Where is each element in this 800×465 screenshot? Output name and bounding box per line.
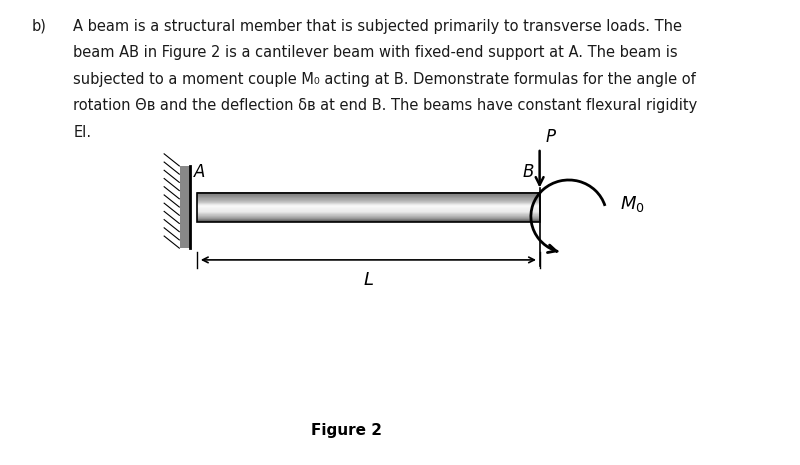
Text: B: B (522, 163, 534, 181)
Bar (198, 196, 540, 197)
Bar (198, 218, 540, 219)
Bar (198, 202, 540, 203)
Bar (198, 206, 540, 207)
Text: $M_0$: $M_0$ (620, 194, 645, 214)
Bar (198, 215, 540, 216)
Bar (198, 207, 540, 208)
Bar (198, 199, 540, 200)
Bar (198, 202, 540, 203)
Bar (198, 213, 540, 214)
Text: Figure 2: Figure 2 (311, 423, 382, 438)
Bar (198, 212, 540, 213)
Bar (198, 220, 540, 221)
Bar (198, 221, 540, 222)
Bar (198, 217, 540, 218)
Bar (198, 214, 540, 215)
Bar (198, 195, 540, 196)
Text: A beam is a structural member that is subjected primarily to transverse loads. T: A beam is a structural member that is su… (74, 19, 682, 34)
Bar (198, 203, 540, 204)
Bar (198, 218, 540, 219)
Text: EI.: EI. (74, 125, 91, 140)
Bar (198, 195, 540, 196)
Bar (198, 204, 540, 205)
Text: b): b) (32, 19, 46, 34)
Bar (180, 166, 190, 248)
Text: A: A (194, 163, 205, 181)
Bar (198, 208, 540, 209)
Text: beam AB in Figure 2 is a cantilever beam with fixed-end support at A. The beam i: beam AB in Figure 2 is a cantilever beam… (74, 45, 678, 60)
Bar (198, 207, 540, 208)
Text: $L$: $L$ (363, 271, 374, 289)
Bar (198, 219, 540, 220)
Bar (198, 200, 540, 201)
Bar (198, 216, 540, 217)
Bar (198, 202, 540, 203)
Bar (198, 205, 540, 206)
Bar (198, 213, 540, 214)
Bar (198, 216, 540, 217)
Bar (198, 210, 540, 211)
Bar (198, 206, 540, 207)
Bar (198, 204, 540, 205)
Bar (198, 193, 540, 222)
Bar (198, 194, 540, 195)
Bar (198, 197, 540, 198)
Bar (198, 198, 540, 199)
Bar (198, 194, 540, 195)
Bar (198, 215, 540, 216)
Bar (198, 209, 540, 210)
Bar (198, 212, 540, 213)
Bar (198, 198, 540, 199)
Bar (198, 210, 540, 211)
Bar (198, 208, 540, 209)
Bar (198, 217, 540, 218)
Bar (198, 209, 540, 210)
Text: rotation Θʙ and the deflection δʙ at end B. The beams have constant flexural rig: rotation Θʙ and the deflection δʙ at end… (74, 98, 698, 113)
Bar (198, 217, 540, 218)
Bar (198, 193, 540, 194)
Text: subjected to a moment couple M₀ acting at B. Demonstrate formulas for the angle : subjected to a moment couple M₀ acting a… (74, 72, 696, 87)
Bar (198, 214, 540, 215)
Bar (198, 219, 540, 220)
Bar (198, 201, 540, 202)
Bar (198, 204, 540, 205)
Bar (198, 203, 540, 204)
Bar (198, 196, 540, 197)
Bar (198, 201, 540, 202)
Bar (198, 200, 540, 201)
Bar (198, 221, 540, 222)
Bar (198, 215, 540, 216)
Bar (198, 211, 540, 212)
Bar (198, 200, 540, 201)
Bar (198, 205, 540, 206)
Bar (198, 192, 540, 193)
Bar (198, 199, 540, 200)
Text: $P$: $P$ (546, 128, 558, 146)
Bar (198, 220, 540, 221)
Bar (198, 197, 540, 198)
Bar (198, 213, 540, 214)
Bar (198, 211, 540, 212)
Bar (198, 193, 540, 194)
